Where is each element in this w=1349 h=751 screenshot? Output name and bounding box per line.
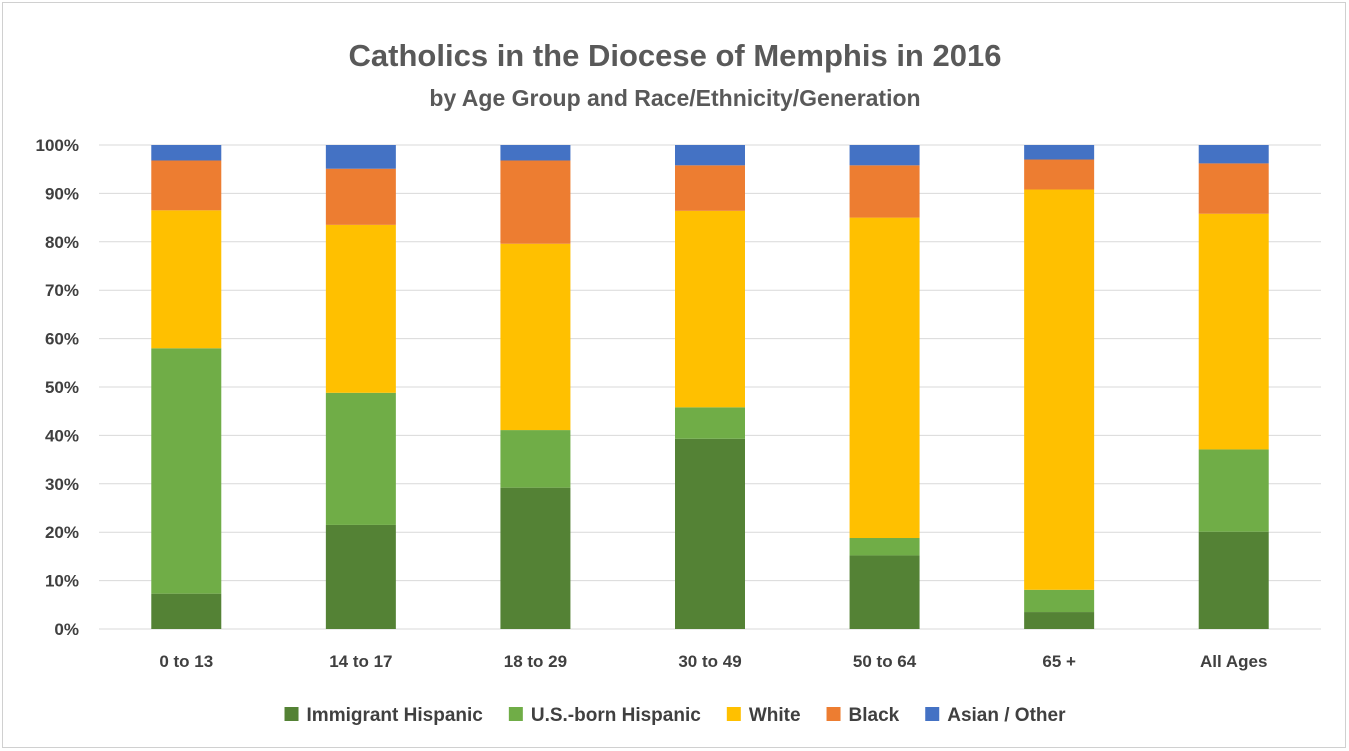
y-axis-ticks: 0% 10% 20% 30% 40% 50% 60% 70% 80% 90% 100% (36, 136, 79, 639)
bar-segment-black (849, 165, 920, 218)
bar-segment-immigrant-hispanic (325, 524, 396, 629)
bar-segment-white (500, 243, 571, 431)
legend-label: Black (849, 705, 900, 726)
legend-swatch (726, 707, 741, 721)
x-tick-label: 50 to 64 (853, 652, 917, 671)
x-tick-label: 30 to 49 (678, 652, 741, 671)
bar-stack (1024, 145, 1095, 629)
bar-segment-black (675, 165, 745, 211)
legend-label: Asian / Other (947, 705, 1066, 726)
y-tick-label: 60% (45, 330, 79, 349)
bar-segment-u-s-born-hispanic (325, 392, 396, 525)
y-tick-label: 70% (45, 281, 79, 300)
bar-segment-u-s-born-hispanic (1024, 589, 1095, 613)
legend-item: Black (826, 705, 900, 726)
bar-segment-asian-other (1198, 145, 1269, 164)
bars (151, 145, 1269, 629)
bar-segment-black (151, 160, 222, 211)
bar-segment-white (325, 224, 396, 393)
y-tick-label: 30% (45, 475, 79, 494)
y-tick-label: 20% (45, 523, 79, 542)
chart-subtitle: by Age Group and Race/Ethnicity/Generati… (429, 85, 920, 111)
chart-title: Catholics in the Diocese of Memphis in 2… (349, 38, 1002, 73)
bar-segment-asian-other (849, 145, 920, 166)
bar-segment-immigrant-hispanic (849, 555, 920, 629)
y-tick-label: 10% (45, 572, 79, 591)
bar-stack (675, 145, 745, 629)
x-tick-label: 65 + (1042, 652, 1076, 671)
bar-segment-immigrant-hispanic (151, 593, 222, 629)
x-tick-label: 18 to 29 (504, 652, 567, 671)
legend-label: White (749, 705, 801, 726)
x-axis-ticks: 0 to 13 14 to 17 18 to 29 30 to 49 50 to 64 6… (159, 652, 1267, 671)
bar-stack (500, 145, 571, 629)
legend-item: U.S.-born Hispanic (508, 705, 701, 726)
y-tick-label: 50% (45, 378, 79, 397)
bar-segment-asian-other (1024, 145, 1095, 160)
stacked-bar-chart: Catholics in the Diocese of Memphis in 2… (36, 38, 1321, 726)
legend-item: Immigrant Hispanic (284, 705, 484, 726)
y-tick-label: 0% (54, 620, 79, 639)
bar-stack (151, 145, 222, 629)
bar-segment-white (1024, 189, 1095, 590)
bar-segment-immigrant-hispanic (1024, 612, 1095, 629)
bar-segment-u-s-born-hispanic (849, 538, 920, 556)
bar-segment-black (500, 160, 571, 244)
legend-swatch (826, 707, 841, 721)
bar-segment-asian-other (325, 145, 396, 169)
legend-item: Asian / Other (925, 705, 1066, 726)
bar-stack (1198, 145, 1269, 629)
x-tick-label: All Ages (1200, 652, 1267, 671)
bar-segment-black (325, 168, 396, 225)
bar-segment-black (1198, 163, 1269, 214)
bar-segment-u-s-born-hispanic (1198, 449, 1269, 532)
legend-swatch (925, 707, 940, 721)
bar-segment-asian-other (151, 145, 222, 161)
y-tick-label: 80% (45, 233, 79, 252)
bar-stack (325, 145, 396, 629)
x-tick-label: 14 to 17 (329, 652, 392, 671)
legend: Immigrant Hispanic U.S.-born Hispanic Whit… (284, 705, 1066, 726)
bar-segment-immigrant-hispanic (675, 438, 745, 629)
bar-segment-immigrant-hispanic (500, 487, 571, 629)
bar-segment-immigrant-hispanic (1198, 531, 1269, 629)
bar-segment-white (675, 210, 745, 408)
bar-segment-u-s-born-hispanic (500, 430, 571, 488)
bar-segment-asian-other (500, 145, 571, 161)
bar-segment-u-s-born-hispanic (675, 407, 745, 439)
legend-swatch (508, 707, 523, 721)
y-tick-label: 40% (45, 426, 79, 445)
bar-segment-u-s-born-hispanic (151, 348, 222, 594)
bar-segment-black (1024, 159, 1095, 190)
bar-segment-white (151, 210, 222, 349)
x-tick-label: 0 to 13 (159, 652, 213, 671)
legend-swatch (284, 707, 299, 721)
bar-segment-white (1198, 213, 1269, 450)
bar-stack (849, 145, 920, 629)
y-tick-label: 90% (45, 184, 79, 203)
y-tick-label: 100% (36, 136, 79, 155)
bar-segment-white (849, 217, 920, 539)
bar-segment-asian-other (675, 145, 745, 166)
legend-item: White (726, 705, 801, 726)
legend-label: U.S.-born Hispanic (531, 705, 701, 726)
legend-label: Immigrant Hispanic (307, 705, 484, 726)
